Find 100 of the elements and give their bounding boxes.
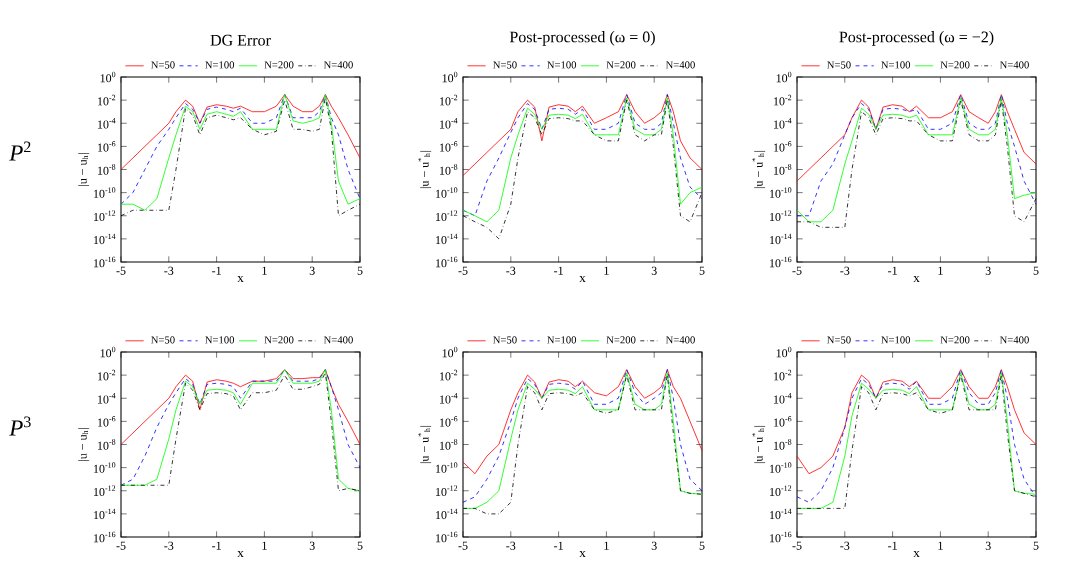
y-axis-title: |u − u$^{*}$$_{h}$| [418,425,432,464]
x-tick-label: -3 [164,266,174,275]
y-tick-label: 10$^{-2}$ [98,369,116,381]
x-tick-label: -3 [840,266,850,275]
y-tick-label: 10$^{-10}$ [94,187,116,198]
legend-label: N=200 [940,61,970,69]
y-tick-label: 10$^{-14}$ [770,508,792,520]
legend-label: N=100 [881,61,911,69]
y-tick-label: 10$^{-4}$ [440,118,458,129]
x-tick-label: 1 [262,266,267,275]
x-tick-label: -3 [164,541,174,550]
y-tick-label: 10$^{-4}$ [774,118,792,129]
y-tick-label: 10$^{-14}$ [770,233,792,245]
y-tick-label: 10$^{-16}$ [94,531,116,543]
legend-label: N=400 [665,336,695,344]
y-tick-label: 10$^{-6}$ [440,141,458,152]
legend-label: N=400 [999,336,1029,344]
y-tick-label: 10$^{0}$ [100,71,116,83]
y-tick-label: 10$^{-6}$ [774,141,792,152]
x-tick-label: 5 [357,541,363,550]
y-tick-label: 10$^{-12}$ [770,210,792,222]
y-tick-label: 10$^{-16}$ [94,256,116,268]
y-tick-label: 10$^{0}$ [442,71,458,83]
x-axis-title: x [237,550,244,558]
x-tick-label: -1 [888,541,897,550]
chart-title: Post-processed (ω = 0) [509,31,655,46]
x-tick-label: 3 [309,266,315,275]
x-tick-label: -5 [792,266,802,275]
y-tick-label: 10$^{-6}$ [98,416,116,427]
y-tick-label: 10$^{0}$ [100,346,116,358]
x-tick-label: 1 [938,541,943,550]
x-tick-label: -1 [212,541,221,550]
x-tick-label: 3 [985,266,991,275]
y-tick-label: 10$^{-6}$ [774,416,792,427]
y-tick-label: 10$^{-16}$ [436,256,458,268]
y-tick-label: 10$^{-6}$ [440,416,458,427]
x-axis-title: x [579,550,586,558]
y-tick-label: 10$^{0}$ [442,346,458,358]
x-axis-title: x [237,275,244,283]
x-tick-label: 1 [262,541,267,550]
line-series [462,369,703,475]
legend-label: N=50 [151,61,175,69]
y-tick-label: 10$^{-4}$ [98,393,116,404]
y-tick-label: 10$^{-4}$ [98,118,116,129]
legend-label: N=50 [827,61,851,69]
x-tick-label: -5 [116,541,126,550]
y-tick-label: 10$^{-2}$ [98,94,116,106]
x-tick-label: -5 [792,541,802,550]
y-tick-label: 10$^{-12}$ [94,485,116,497]
y-tick-label: 10$^{-8}$ [440,439,458,450]
y-tick-label: 10$^{-12}$ [436,210,458,222]
legend-label: N=50 [493,61,517,69]
x-tick-label: 3 [985,541,991,550]
x-tick-label: 3 [651,541,657,550]
legend-label: N=100 [547,61,577,69]
y-axis-title: |u − u$^{*}$$_{h}$| [752,150,766,189]
x-tick-label: -1 [888,266,897,275]
text: P$^{2}$ [9,141,31,161]
x-tick-label: 1 [604,266,609,275]
x-tick-label: -1 [212,266,221,275]
y-tick-label: 10$^{-12}$ [770,485,792,497]
legend-label: N=200 [264,336,294,344]
legend-label: N=50 [493,336,517,344]
chart-title: Post-processed (ω = −2) [839,31,994,46]
x-tick-label: 3 [651,266,657,275]
y-tick-label: 10$^{-2}$ [774,94,792,106]
y-tick-label: 10$^{0}$ [776,346,792,358]
y-tick-label: 10$^{-10}$ [436,187,458,198]
y-tick-label: 10$^{-16}$ [436,531,458,543]
y-tick-label: 10$^{0}$ [776,71,792,83]
y-tick-label: 10$^{-10}$ [94,462,116,473]
x-tick-label: 3 [309,541,315,550]
legend-label: N=50 [827,336,851,344]
y-tick-label: 10$^{-10}$ [436,462,458,473]
y-tick-label: 10$^{-10}$ [770,187,792,198]
x-tick-label: -5 [116,266,126,275]
y-tick-label: 10$^{-14}$ [94,233,116,245]
y-tick-label: 10$^{-16}$ [770,531,792,543]
text: P$^{3}$ [9,416,31,436]
legend-label: N=400 [999,61,1029,69]
line-series [462,94,703,176]
legend-label: N=50 [151,336,175,344]
legend-label: N=400 [665,61,695,69]
x-tick-label: 5 [357,266,363,275]
y-tick-label: 10$^{-16}$ [770,256,792,268]
x-tick-label: -3 [840,541,850,550]
y-tick-label: 10$^{-12}$ [436,485,458,497]
x-tick-label: 5 [699,266,705,275]
legend-label: N=100 [547,336,577,344]
legend-label: N=400 [323,336,353,344]
y-tick-label: 10$^{-8}$ [98,439,116,450]
x-tick-label: 5 [1033,541,1039,550]
y-tick-label: 10$^{-2}$ [440,369,458,381]
x-tick-label: -1 [554,541,563,550]
legend-label: N=100 [205,336,235,344]
y-tick-label: 10$^{-2}$ [440,94,458,106]
y-tick-label: 10$^{-6}$ [98,141,116,152]
y-tick-label: 10$^{-10}$ [770,462,792,473]
x-tick-label: -1 [554,266,563,275]
y-tick-label: 10$^{-14}$ [436,233,458,245]
